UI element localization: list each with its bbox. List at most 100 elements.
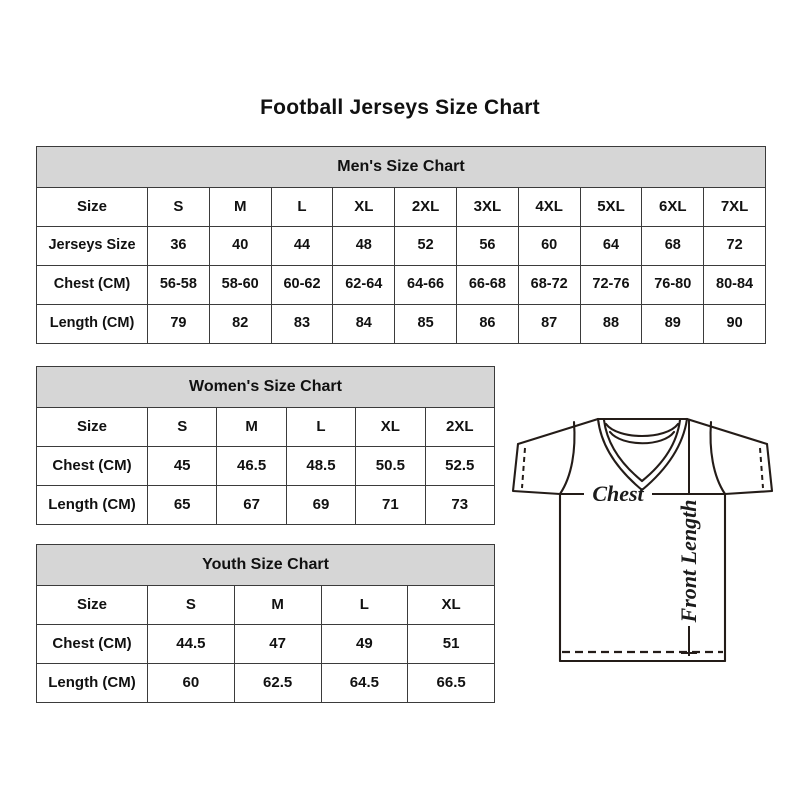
mens-size-header-3xl: 3XL	[455, 187, 519, 227]
mens-jerseys-size-2xl: 52	[394, 226, 457, 266]
mens-jerseys-size-s: 36	[147, 226, 210, 266]
mens-jerseys-size-4xl: 60	[517, 226, 581, 266]
womens-size-header-xl: XL	[355, 407, 426, 447]
womens-length-xl: 71	[355, 485, 426, 525]
womens-size-header-m: M	[216, 407, 287, 447]
youth-length-l: 64.5	[320, 663, 409, 703]
womens-length-2xl: 73	[424, 485, 495, 525]
mens-length-2xl: 85	[394, 304, 457, 344]
jersey-right-armhole	[709, 420, 727, 496]
mens-chart-caption: Men's Size Chart	[36, 146, 766, 188]
mens-jerseys-size-6xl: 68	[641, 226, 705, 266]
jersey-vneck-arc-3	[608, 430, 676, 445]
youth-length-m: 62.5	[233, 663, 322, 703]
womens-chart-caption: Women's Size Chart	[36, 366, 495, 408]
womens-chest-l: 48.5	[285, 446, 357, 486]
jersey-vneck-arc-2	[604, 422, 680, 438]
womens-chest-m: 46.5	[216, 446, 287, 486]
youth-length-s: 60	[147, 663, 235, 703]
mens-size-chart-table: Men's Size Chart Size S M L XL 2XL 3XL 4…	[36, 146, 766, 344]
table-caption-row: Men's Size Chart	[36, 146, 766, 188]
table-caption-row: Youth Size Chart	[35, 544, 496, 586]
youth-size-chart-table: Youth Size Chart Size S M L XL Chest (CM…	[35, 544, 496, 703]
mens-chest-s: 56-58	[147, 265, 210, 305]
table-header-row: Size S M L XL 2XL 3XL 4XL 5XL 6XL 7XL	[36, 187, 766, 227]
table-row: Chest (CM) 56-58 58-60 60-62 62-64 64-66…	[36, 265, 766, 305]
chest-measure-label: Chest	[592, 481, 644, 506]
mens-size-header-l: L	[270, 187, 334, 227]
youth-chest-xl: 51	[407, 624, 496, 664]
mens-jerseys-size-m: 40	[208, 226, 272, 266]
mens-size-header-2xl: 2XL	[394, 187, 457, 227]
table-row: Chest (CM) 44.5 47 49 51	[36, 624, 496, 664]
youth-row-label-length: Length (CM)	[36, 663, 148, 703]
mens-length-5xl: 88	[579, 304, 643, 344]
mens-size-header-6xl: 6XL	[641, 187, 705, 227]
mens-chest-2xl: 64-66	[394, 265, 457, 305]
mens-length-xl: 84	[332, 304, 396, 344]
mens-chest-m: 58-60	[208, 265, 272, 305]
womens-chest-2xl: 52.5	[424, 446, 495, 486]
table-row: Chest (CM) 45 46.5 48.5 50.5 52.5	[36, 446, 495, 486]
mens-length-m: 82	[208, 304, 272, 344]
table-row: Length (CM) 65 67 69 71 73	[36, 485, 495, 525]
jersey-left-shoulder	[516, 417, 600, 446]
womens-size-header-l: L	[285, 407, 357, 447]
mens-chest-xl: 62-64	[332, 265, 396, 305]
mens-chest-6xl: 76-80	[641, 265, 705, 305]
mens-chest-4xl: 68-72	[517, 265, 581, 305]
womens-length-l: 69	[285, 485, 357, 525]
mens-jerseys-size-7xl: 72	[703, 226, 766, 266]
table-header-row: Size S M L XL	[36, 585, 496, 625]
mens-jerseys-size-5xl: 64	[579, 226, 643, 266]
youth-row-label-chest: Chest (CM)	[36, 624, 148, 664]
mens-size-header-5xl: 5XL	[579, 187, 643, 227]
mens-length-3xl: 86	[455, 304, 519, 344]
womens-size-header-s: S	[146, 407, 218, 447]
womens-chest-s: 45	[146, 446, 218, 486]
womens-size-chart-table: Women's Size Chart Size S M L XL 2XL Che…	[36, 366, 495, 525]
womens-row-label-length: Length (CM)	[36, 485, 148, 525]
youth-size-header-xl: XL	[407, 585, 496, 625]
table-row: Length (CM) 79 82 83 84 85 86 87 88 89 9…	[36, 304, 766, 344]
youth-size-header-m: M	[233, 585, 322, 625]
mens-chest-7xl: 80-84	[703, 265, 766, 305]
mens-size-header-4xl: 4XL	[517, 187, 581, 227]
youth-chart-caption: Youth Size Chart	[35, 544, 496, 586]
mens-length-7xl: 90	[703, 304, 766, 344]
mens-length-6xl: 89	[641, 304, 705, 344]
mens-jerseys-size-3xl: 56	[455, 226, 519, 266]
mens-row-label-jerseys-size: Jerseys Size	[36, 226, 148, 266]
front-length-measure-label: Front Length	[676, 500, 701, 624]
mens-length-l: 83	[270, 304, 334, 344]
mens-size-header-xl: XL	[332, 187, 396, 227]
mens-jerseys-size-xl: 48	[332, 226, 396, 266]
mens-chest-3xl: 66-68	[455, 265, 519, 305]
youth-size-header-l: L	[320, 585, 409, 625]
mens-size-header-7xl: 7XL	[703, 187, 766, 227]
mens-size-header-s: S	[147, 187, 210, 227]
womens-chest-xl: 50.5	[355, 446, 426, 486]
jersey-vneck-inner-1	[602, 418, 682, 483]
youth-size-row-header: Size	[36, 585, 148, 625]
mens-chest-5xl: 72-76	[579, 265, 643, 305]
table-header-row: Size S M L XL 2XL	[36, 407, 495, 447]
mens-length-4xl: 87	[517, 304, 581, 344]
womens-row-label-chest: Chest (CM)	[36, 446, 148, 486]
jersey-right-sleeve-outline	[723, 442, 774, 496]
youth-size-header-s: S	[147, 585, 235, 625]
jersey-left-cuff-stitch	[521, 447, 526, 489]
jersey-right-shoulder	[685, 417, 769, 446]
jersey-right-cuff-stitch	[759, 447, 764, 489]
youth-length-xl: 66.5	[407, 663, 496, 703]
youth-chest-m: 47	[233, 624, 322, 664]
womens-size-row-header: Size	[36, 407, 148, 447]
womens-length-m: 67	[216, 485, 287, 525]
mens-row-label-chest: Chest (CM)	[36, 265, 148, 305]
table-row: Jerseys Size 36 40 44 48 52 56 60 64 68 …	[36, 226, 766, 266]
table-row: Length (CM) 60 62.5 64.5 66.5	[36, 663, 496, 703]
mens-row-label-length: Length (CM)	[36, 304, 148, 344]
mens-size-header-m: M	[208, 187, 272, 227]
jersey-left-armhole	[558, 420, 576, 496]
jersey-vneck-outer	[596, 417, 689, 492]
